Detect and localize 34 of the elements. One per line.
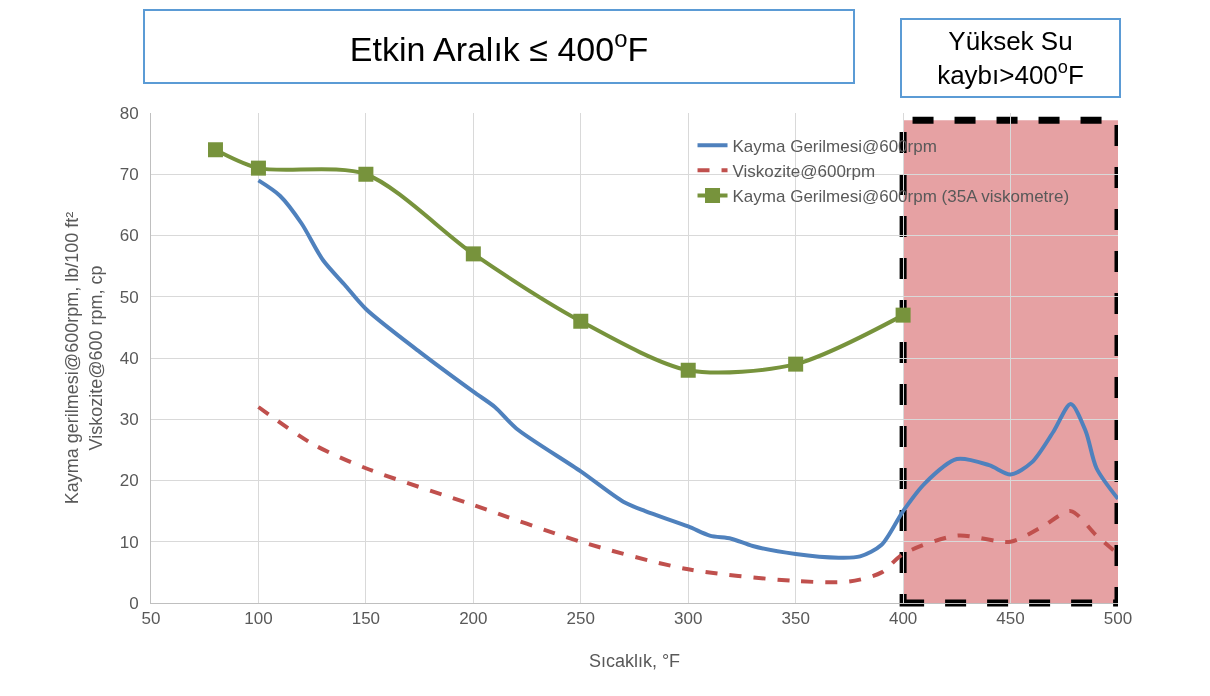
y-tick-label: 50 (119, 287, 139, 307)
x-tick-label: 500 (1103, 609, 1133, 629)
y-tick-label: 0 (129, 593, 139, 613)
x-axis-title: Sıcaklık, °F (588, 651, 681, 671)
point (250, 160, 266, 176)
x-tick-label: 200 (459, 609, 488, 629)
x-tick-label: 100 (244, 609, 273, 629)
y-tick-label: 30 (119, 410, 139, 430)
y-axis-title: Kayma gerilmesi@600rpm, lb/100 ft² Viskozite@600 rpm, cp (62, 211, 106, 505)
line-series (256, 405, 1118, 585)
legend-label: Viskozite@600rpm (732, 161, 876, 181)
text: Etkin Aralık ≤ 400$^{o}$F (349, 25, 649, 69)
y-tick-label: 20 (119, 471, 139, 491)
point (465, 246, 481, 262)
point (573, 313, 589, 329)
x-tick-label: 450 (996, 609, 1025, 629)
point (358, 166, 374, 182)
x-tick-label: 250 (566, 609, 595, 629)
point (680, 362, 696, 378)
x-tick-label: 350 (781, 609, 810, 629)
x-tick-label: 50 (141, 609, 161, 629)
point (788, 356, 804, 372)
y-tick-label: 70 (119, 165, 139, 185)
line-series (256, 178, 1118, 560)
x-tick-label: 300 (674, 609, 703, 629)
band-label: Yüksek Su kaybı>400$^{o}$F (937, 26, 1084, 90)
y-tick-label: 10 (119, 532, 139, 552)
point (207, 142, 223, 158)
y-tick-label: 60 (119, 226, 139, 246)
y-tick-label: 80 (119, 103, 139, 123)
x-tick-label: 150 (351, 609, 381, 629)
x-tick-label: 400 (888, 609, 918, 629)
point (895, 307, 911, 323)
y-tick-label: 40 (119, 348, 139, 368)
